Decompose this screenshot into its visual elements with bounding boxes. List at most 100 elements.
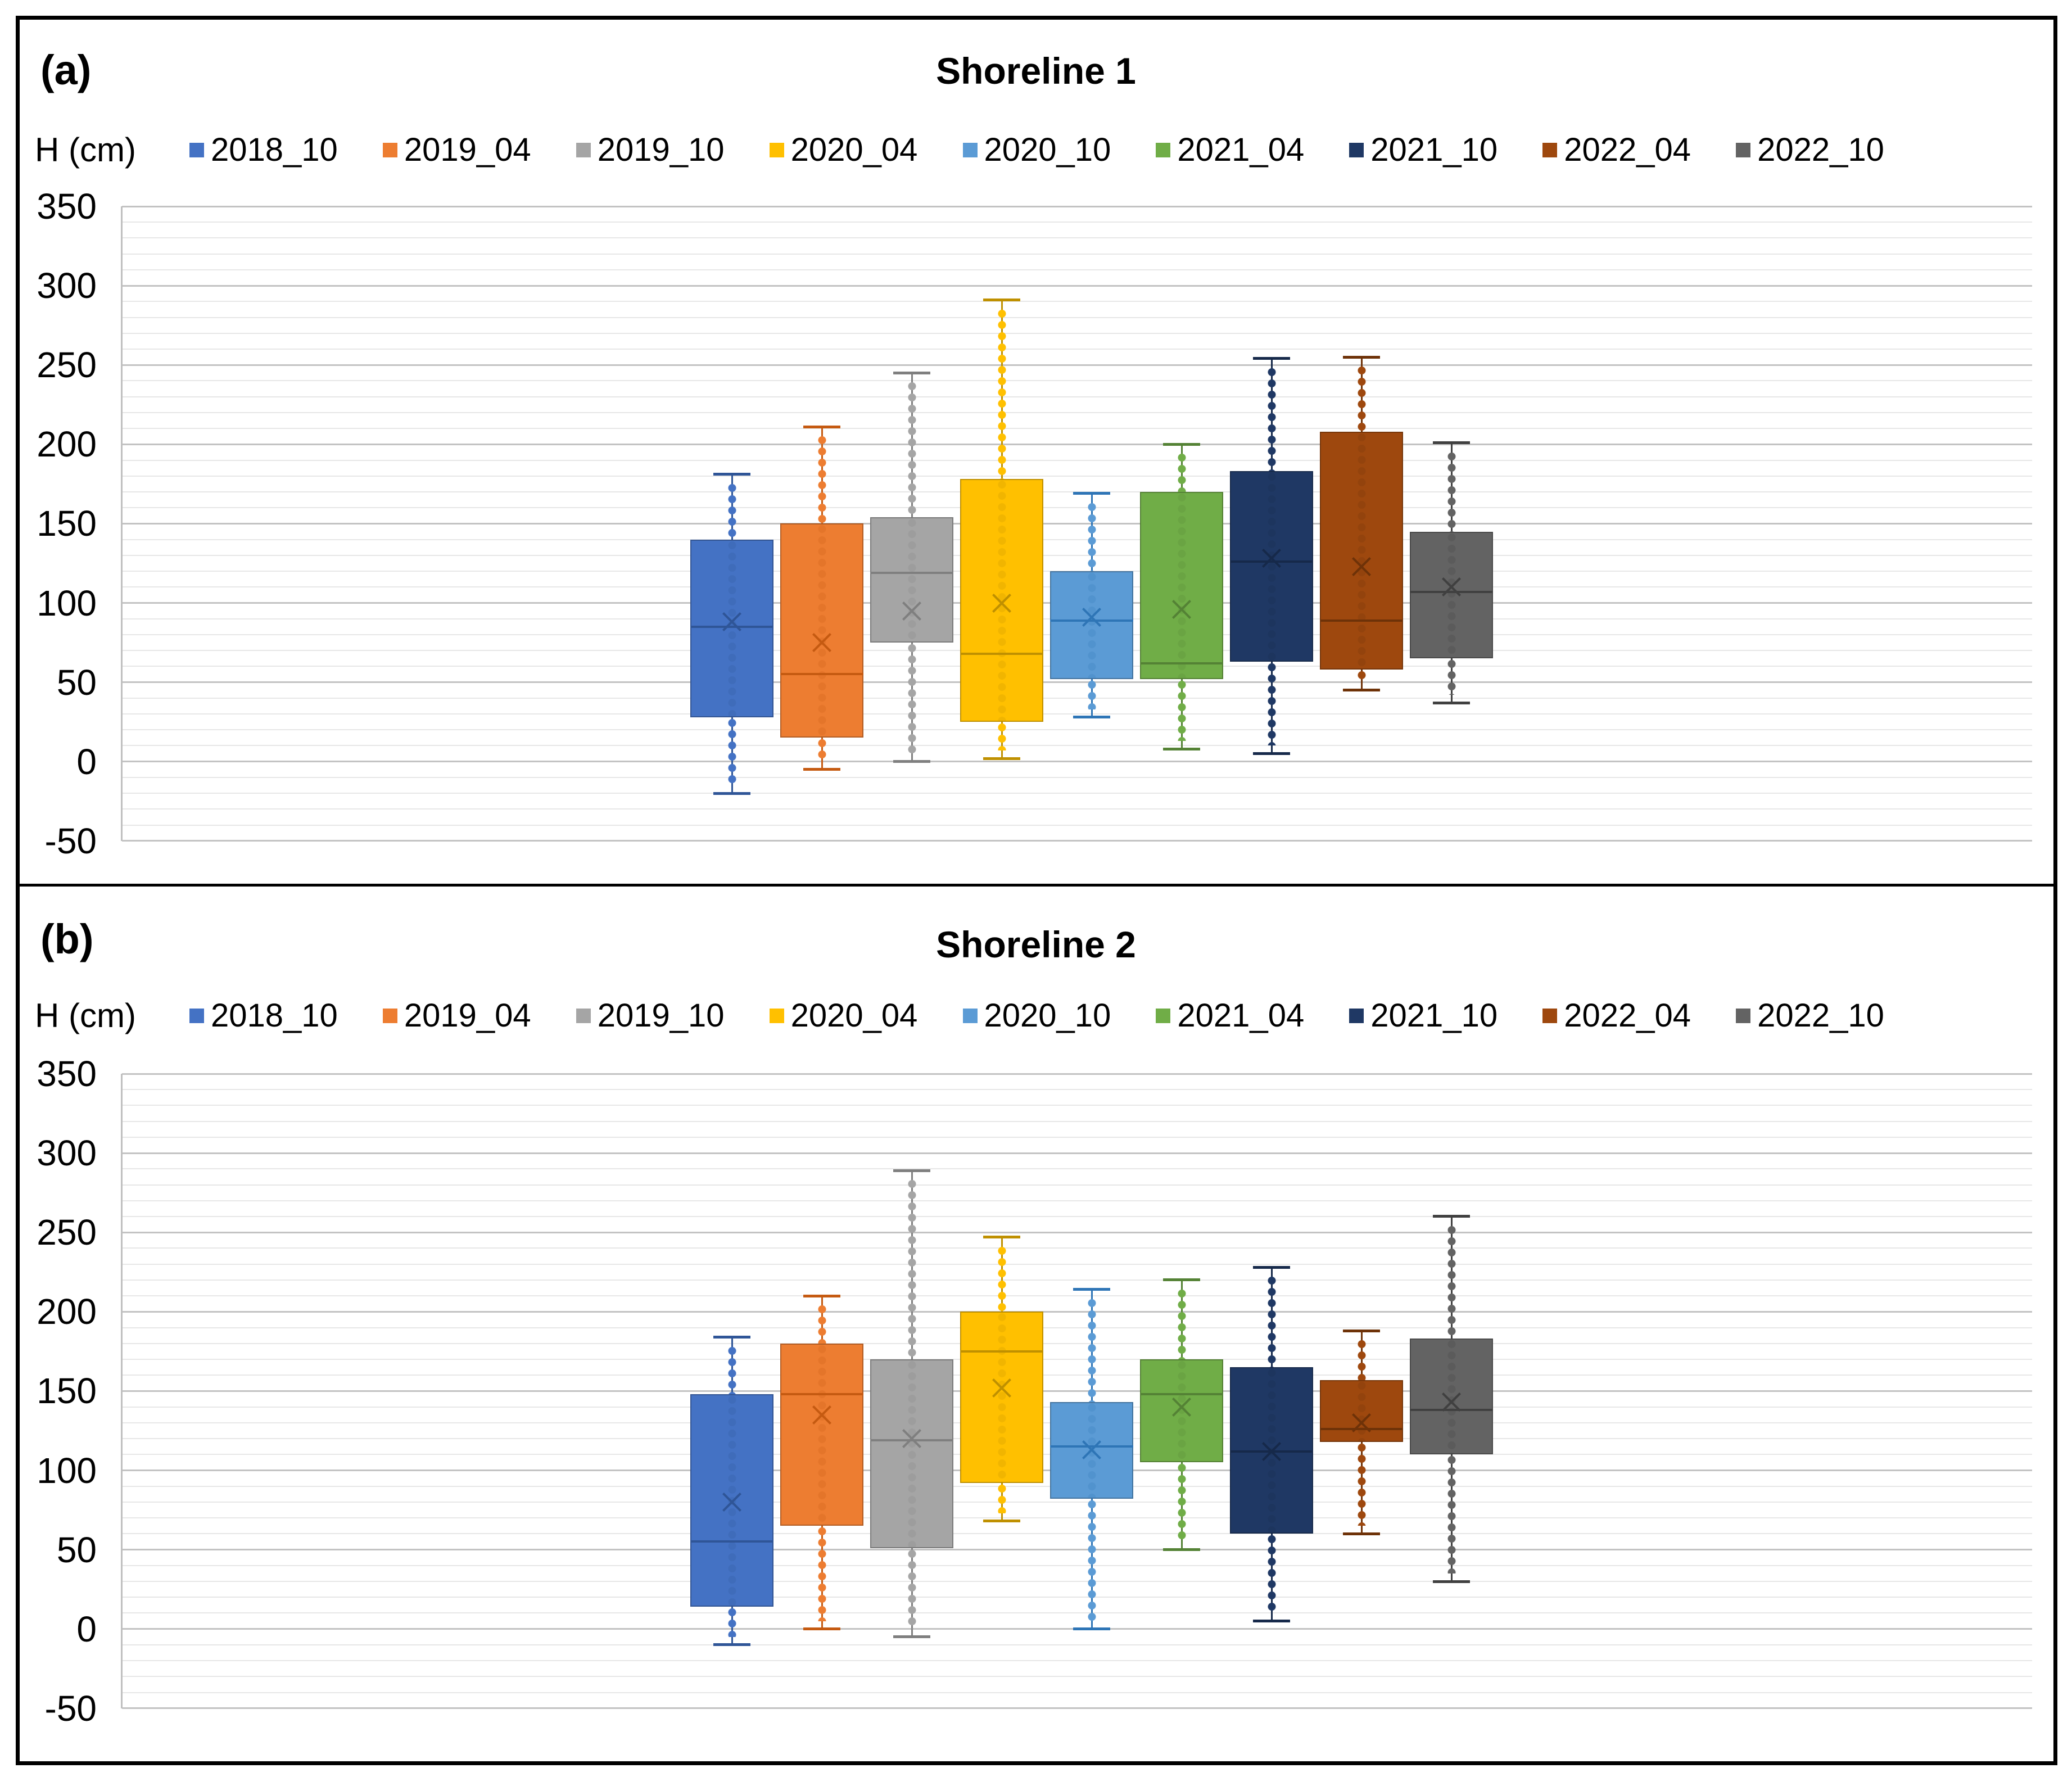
outlier-dots-lower-2020_04 bbox=[997, 722, 1006, 750]
outlier-dots-lower-2022_04 bbox=[1357, 1441, 1366, 1526]
y-tick-label-150: 150 bbox=[37, 1371, 97, 1412]
legend-item-2018_10: 2018_10 bbox=[189, 997, 338, 1034]
whisker-cap-bottom-2019_04 bbox=[803, 768, 840, 771]
minor-gridline bbox=[122, 316, 2032, 318]
legend-row-b: H (cm) 2018_10 2019_04 2019_10 2020_04 2020_… bbox=[35, 996, 1884, 1035]
major-gridline bbox=[122, 284, 2032, 287]
y-axis-title-b: H (cm) bbox=[35, 997, 136, 1034]
outlier-dots-upper-2021_10 bbox=[1267, 367, 1276, 472]
inner-dots-2019_10 bbox=[907, 517, 916, 643]
whisker-cap-bottom-2018_10 bbox=[713, 792, 750, 795]
y-tick-label-300: 300 bbox=[37, 1133, 97, 1174]
major-gridline bbox=[122, 1231, 2032, 1233]
median-line-2021_04 bbox=[1140, 662, 1223, 664]
y-tick-label-300: 300 bbox=[37, 265, 97, 306]
legend-item-2022_04: 2022_04 bbox=[1542, 131, 1691, 169]
outlier-dots-lower-2022_04 bbox=[1357, 670, 1366, 682]
minor-gridline bbox=[122, 729, 2032, 731]
iqr-box-2022_04 bbox=[1320, 431, 1403, 670]
legend-marker-2019_04 bbox=[382, 1008, 397, 1023]
y-tick-label-100: 100 bbox=[37, 1450, 97, 1491]
mean-marker-2018_10 bbox=[720, 1490, 744, 1514]
legend-label-2019_10: 2019_10 bbox=[597, 997, 725, 1034]
legend-label-2022_04: 2022_04 bbox=[1564, 132, 1691, 168]
whisker-cap-top-2021_10 bbox=[1253, 357, 1290, 360]
legend-item-2021_04: 2021_04 bbox=[1156, 131, 1304, 169]
whisker-cap-top-2020_04 bbox=[983, 1236, 1020, 1239]
whisker-cap-top-2019_04 bbox=[803, 425, 840, 428]
whisker-cap-bottom-2021_10 bbox=[1253, 1620, 1290, 1623]
legend-label-2020_10: 2020_10 bbox=[984, 997, 1111, 1034]
legend-item-2021_10: 2021_10 bbox=[1349, 131, 1498, 169]
outlier-dots-lower-2020_10 bbox=[1087, 679, 1096, 709]
outlier-dots-lower-2019_04 bbox=[817, 738, 826, 762]
minor-gridline bbox=[122, 745, 2032, 747]
legend-marker-2021_10 bbox=[1349, 142, 1364, 157]
mean-marker-2022_04 bbox=[1349, 554, 1374, 579]
legend-label-2019_04: 2019_04 bbox=[404, 997, 531, 1034]
legend-marker-2018_10 bbox=[189, 142, 204, 157]
legend-label-2022_04: 2022_04 bbox=[1564, 997, 1691, 1034]
mean-marker-2021_10 bbox=[1259, 1439, 1284, 1464]
panel-letter-a: (a) bbox=[40, 47, 92, 93]
y-tick-label-0: 0 bbox=[76, 1608, 97, 1649]
minor-gridline bbox=[122, 539, 2032, 540]
legend-item-2019_10: 2019_10 bbox=[576, 997, 725, 1034]
minor-gridline bbox=[122, 1692, 2032, 1693]
outlier-dots-lower-2021_10 bbox=[1267, 1534, 1276, 1613]
outlier-dots-lower-2019_10 bbox=[907, 1548, 916, 1629]
whisker-cap-bottom-2019_10 bbox=[893, 760, 930, 763]
mean-marker-2022_04 bbox=[1349, 1410, 1374, 1435]
outlier-dots-upper-2022_10 bbox=[1447, 1224, 1456, 1339]
y-tick-label-250: 250 bbox=[37, 1212, 97, 1253]
minor-gridline bbox=[122, 396, 2032, 397]
minor-gridline bbox=[122, 1374, 2032, 1376]
legend-item-2022_04: 2022_04 bbox=[1542, 997, 1691, 1034]
major-gridline bbox=[122, 1152, 2032, 1154]
minor-gridline bbox=[122, 1597, 2032, 1598]
legend-label-2020_10: 2020_10 bbox=[984, 132, 1111, 168]
outlier-dots-upper-2022_04 bbox=[1357, 365, 1366, 432]
minor-gridline bbox=[122, 221, 2032, 223]
major-gridline bbox=[122, 1549, 2032, 1551]
whisker-cap-bottom-2020_04 bbox=[983, 757, 1020, 760]
legend-label-2021_04: 2021_04 bbox=[1177, 997, 1305, 1034]
iqr-box-2021_04 bbox=[1140, 491, 1223, 679]
y-tick-label-150: 150 bbox=[37, 503, 97, 544]
whisker-cap-top-2020_10 bbox=[1073, 1288, 1110, 1291]
minor-gridline bbox=[122, 1517, 2032, 1519]
minor-gridline bbox=[122, 1501, 2032, 1503]
y-tick-label--50: -50 bbox=[44, 820, 97, 861]
legend-marker-2022_04 bbox=[1542, 1008, 1558, 1023]
legend-marker-2019_10 bbox=[576, 142, 591, 157]
minor-gridline bbox=[122, 1565, 2032, 1566]
legend-item-2022_10: 2022_10 bbox=[1736, 131, 1884, 169]
y-tick-label--50: -50 bbox=[44, 1688, 97, 1729]
major-gridline bbox=[122, 761, 2032, 763]
outlier-dots-lower-2021_10 bbox=[1267, 661, 1276, 746]
inner-dots-2019_10 bbox=[907, 1359, 916, 1548]
legend-row-a: H (cm) 2018_10 2019_04 2019_10 2020_04 2020_… bbox=[35, 130, 1884, 169]
legend-item-2019_04: 2019_04 bbox=[382, 131, 531, 169]
y-tick-label-200: 200 bbox=[37, 424, 97, 465]
major-gridline bbox=[122, 1073, 2032, 1075]
whisker-cap-bottom-2022_10 bbox=[1433, 1580, 1470, 1583]
legend-item-2021_10: 2021_10 bbox=[1349, 997, 1498, 1034]
legend-item-2019_04: 2019_04 bbox=[382, 997, 531, 1034]
minor-gridline bbox=[122, 428, 2032, 429]
mean-marker-2020_04 bbox=[989, 1376, 1014, 1400]
whisker-cap-bottom-2019_10 bbox=[893, 1635, 930, 1639]
whisker-cap-bottom-2022_04 bbox=[1343, 689, 1380, 692]
whisker-cap-bottom-2022_04 bbox=[1343, 1532, 1380, 1535]
outlier-dots-lower-2019_04 bbox=[817, 1526, 826, 1621]
legend-item-2022_10: 2022_10 bbox=[1736, 997, 1884, 1034]
legend-marker-2021_10 bbox=[1349, 1008, 1364, 1023]
whisker-cap-top-2021_10 bbox=[1253, 1265, 1290, 1269]
mean-marker-2022_10 bbox=[1439, 575, 1464, 599]
median-line-2019_04 bbox=[780, 673, 863, 676]
whisker-cap-bottom-2021_10 bbox=[1253, 752, 1290, 756]
minor-gridline bbox=[122, 459, 2032, 461]
inner-dots-2019_04 bbox=[817, 1343, 826, 1526]
outlier-dots-upper-2020_10 bbox=[1087, 1297, 1096, 1403]
legend-marker-2021_04 bbox=[1156, 142, 1171, 157]
